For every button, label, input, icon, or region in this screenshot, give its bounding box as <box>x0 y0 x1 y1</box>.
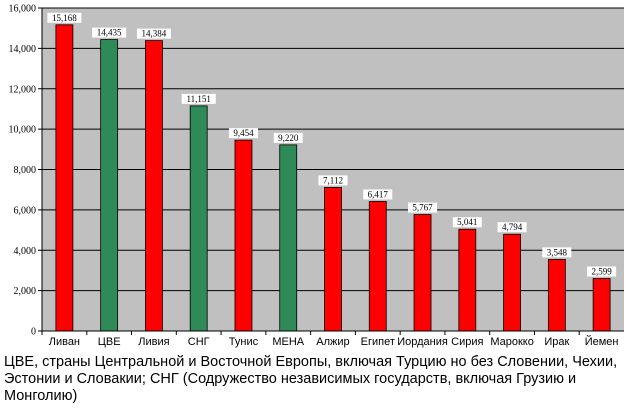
y-tick-label: 12,000 <box>9 84 37 95</box>
bar <box>368 201 387 332</box>
data-label: 9,220 <box>278 133 299 143</box>
data-label-box <box>542 247 572 258</box>
y-tick-label: 0 <box>31 327 36 338</box>
data-label: 5,041 <box>457 217 477 227</box>
x-category-label: Ирак <box>544 336 569 348</box>
x-category-label: Ливан <box>49 336 80 348</box>
bar <box>547 258 566 332</box>
data-label: 5,767 <box>412 203 433 213</box>
y-tick-label: 16,000 <box>9 4 37 15</box>
bar <box>413 214 432 332</box>
y-tick-label: 4,000 <box>14 246 37 257</box>
y-tick-label: 6,000 <box>14 205 37 216</box>
x-category-label: Сирия <box>451 336 483 348</box>
x-category-label: Египет <box>361 336 395 348</box>
bar <box>458 228 477 332</box>
x-category-label: СНГ <box>188 336 210 348</box>
data-label: 14,384 <box>142 29 167 39</box>
data-label-box <box>318 175 348 186</box>
data-label: 3,548 <box>547 247 568 257</box>
bar <box>592 278 611 332</box>
y-tick-label: 14,000 <box>9 44 37 55</box>
bar <box>279 144 298 332</box>
data-label-box <box>363 189 393 200</box>
data-label-box <box>452 217 482 228</box>
x-category-label: Иордания <box>397 336 448 348</box>
data-label-box <box>273 132 303 143</box>
data-label-box <box>181 93 216 104</box>
data-label: 11,151 <box>186 94 210 104</box>
bar <box>324 187 342 332</box>
y-tick-label: 2,000 <box>14 286 37 297</box>
x-category-label: Йемен <box>585 335 619 348</box>
data-labels: 15,168 14,435 14,384 11,151 9,454 9,220 7,112 6… <box>47 12 617 277</box>
x-category-label: Алжир <box>316 336 349 348</box>
bar <box>55 24 74 332</box>
data-label-box <box>92 27 127 38</box>
data-label-box <box>228 128 258 139</box>
bar <box>100 39 119 332</box>
x-category-label: Ливия <box>138 336 169 348</box>
bar-chart: 15,168 14,435 14,384 11,151 9,454 9,220 7,112 6… <box>9 4 624 348</box>
x-axis-categories: Ливан ЦВЕ Ливия СНГ Тунис МЕНА Алжир Египет Иорд… <box>41 331 619 348</box>
data-label-box <box>587 266 617 277</box>
x-category-label: Марокко <box>490 336 534 348</box>
data-label: 15,168 <box>52 13 77 23</box>
data-label-box <box>497 222 527 233</box>
data-label: 9,454 <box>233 128 254 138</box>
data-label: 6,417 <box>368 189 389 199</box>
x-category-label: ЦВЕ <box>98 336 121 348</box>
data-label: 4,794 <box>502 222 523 232</box>
data-label: 7,112 <box>323 175 343 185</box>
bar <box>234 139 253 332</box>
data-label: 2,599 <box>591 267 612 277</box>
bar <box>503 233 521 332</box>
y-tick-label: 8,000 <box>14 165 37 176</box>
y-axis-ticks: 0 2,000 4,000 6,000 8,000 10,000 12,000 14,000 1… <box>9 4 42 338</box>
data-label-box <box>136 28 171 39</box>
x-category-label: Тунис <box>229 336 259 348</box>
data-label-box <box>47 12 82 23</box>
data-label: 14,435 <box>97 28 122 38</box>
bar <box>189 105 208 332</box>
chart-caption: ЦВЕ, страны Центральной и Восточной Евро… <box>4 354 618 404</box>
x-category-label: МЕНА <box>272 336 304 348</box>
data-label-box <box>408 202 438 213</box>
y-tick-label: 10,000 <box>9 125 37 136</box>
bar <box>145 40 163 332</box>
